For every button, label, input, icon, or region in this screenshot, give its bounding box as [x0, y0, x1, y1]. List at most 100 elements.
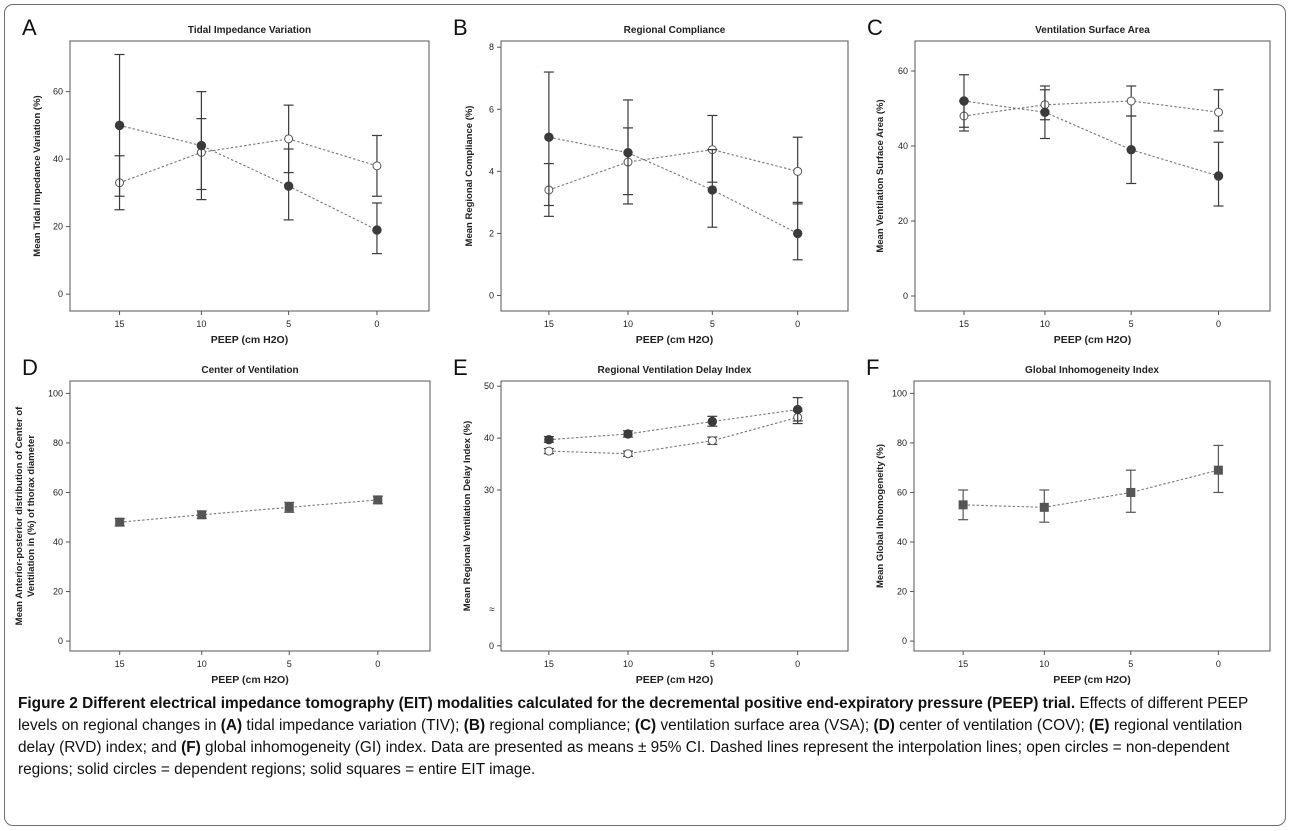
caption-text-1: Effects of different PEEP levels on regi…	[18, 695, 1248, 734]
data-point-filled-circle	[1213, 171, 1224, 181]
plot-area-a	[69, 40, 430, 312]
panel-letter-c: C	[867, 15, 883, 40]
data-point-filled-circle	[1126, 145, 1136, 155]
chart-panel-f: F Global Inhomogeneity Index0204060801001…	[866, 355, 1271, 686]
x-tick-label: 5	[1129, 319, 1134, 329]
plot-area-e	[500, 380, 849, 652]
data-point-filled-circle	[196, 140, 207, 151]
data-point-filled-square	[1126, 487, 1136, 497]
y-tick-label: 60	[898, 66, 908, 76]
interpolation-line	[548, 149, 798, 191]
y-tick-label: 60	[53, 87, 63, 97]
y-tick-label: 0	[489, 641, 494, 651]
x-tick-label: 10	[1039, 659, 1049, 669]
panel-letter-f: F	[866, 355, 879, 380]
series-f-filled-square	[958, 444, 1224, 523]
caption-label-d: (D)	[873, 717, 895, 734]
caption-label-e: (E)	[1089, 717, 1110, 734]
data-point-filled-circle	[623, 148, 633, 158]
x-tick-label: 15	[115, 319, 125, 329]
y-axis-label-b: Mean Regional Compliance (%)	[464, 106, 475, 247]
y-tick-label: 8	[489, 42, 494, 52]
y-axis-label-f: Mean Global Inhomogeneity (%)	[875, 444, 886, 588]
series-c-filled-circle	[958, 74, 1224, 207]
series-a-open-circle	[114, 104, 382, 211]
x-axis-label-d: PEEP (cm H2O)	[211, 674, 288, 686]
data-point-open-circle	[707, 436, 717, 446]
x-tick-label: 15	[544, 319, 554, 329]
interpolation-line	[548, 416, 798, 455]
caption-label-a: (A)	[220, 717, 243, 734]
y-tick-label: 40	[53, 154, 63, 164]
caption-label-f: (F)	[181, 739, 201, 756]
x-tick-label: 15	[958, 659, 968, 669]
data-point-filled-circle	[544, 132, 554, 142]
x-tick-label: 0	[795, 319, 800, 329]
data-point-open-circle	[793, 166, 803, 176]
y-axis-label-e: Mean Regional Ventilation Delay Index (%…	[462, 421, 473, 612]
y-tick-label: 0	[902, 636, 907, 646]
y-axis-label-c: Mean Ventilation Surface Area (%)	[875, 99, 886, 252]
chart-title-e: Regional Ventilation Delay Index	[598, 365, 752, 376]
x-axis-label-f: PEEP (cm H2O)	[1053, 674, 1130, 686]
y-tick-label: 0	[58, 289, 63, 299]
data-point-open-circle	[372, 161, 382, 171]
chart-title-c: Ventilation Surface Area	[1035, 25, 1150, 36]
chart-panel-e: E Regional Ventilation Delay Index0304050…	[453, 355, 849, 686]
data-point-filled-circle	[623, 429, 633, 439]
x-tick-label: 10	[197, 659, 207, 669]
x-tick-label: 0	[795, 659, 800, 669]
x-tick-label: 5	[710, 659, 715, 669]
x-tick-label: 0	[374, 319, 379, 329]
chart-title-f: Global Inhomogeneity Index	[1025, 365, 1159, 376]
x-tick-label: 15	[544, 659, 554, 669]
y-tick-label: 30	[484, 485, 494, 495]
caption-text-5: center of ventilation (COV);	[894, 717, 1090, 734]
panel-letter-a: A	[22, 15, 37, 40]
y-tick-label: 0	[903, 291, 908, 301]
chart-title-d: Center of Ventilation	[201, 365, 298, 376]
data-point-filled-square	[373, 495, 383, 505]
caption-text-3: regional compliance;	[485, 717, 635, 734]
series-a-filled-circle	[114, 53, 382, 255]
interpolation-line	[119, 138, 378, 184]
y-tick-label: 20	[53, 222, 63, 232]
plot-area-d	[69, 380, 431, 652]
y-tick-label: 0	[489, 290, 494, 300]
x-tick-label: 0	[1216, 319, 1221, 329]
chart-panel-c: C Ventilation Surface Area 0 20 40 60 15 10 5 0 PE…	[867, 15, 1271, 346]
x-axis-label-a: PEEP (cm H2O)	[211, 334, 288, 346]
x-tick-label: 15	[959, 319, 969, 329]
chart-title-b: Regional Compliance	[624, 25, 726, 36]
y-tick-label: 80	[897, 438, 907, 448]
data-point-filled-square	[284, 502, 294, 512]
y-tick-label: 20	[897, 587, 907, 597]
series-c-open-circle	[958, 85, 1224, 132]
series-e-open-circle	[543, 410, 803, 459]
y-axis-label-d: Mean Anterior-posterior distribution of …	[14, 406, 37, 626]
y-tick-label: 50	[484, 381, 494, 391]
interpolation-line	[963, 100, 1219, 177]
data-point-open-circle	[1126, 96, 1136, 106]
data-point-filled-square	[1213, 465, 1223, 475]
y-tick-label: 100	[48, 388, 63, 398]
x-tick-label: 5	[710, 319, 715, 329]
panel-letter-d: D	[22, 355, 38, 380]
y-tick-label: 40	[53, 537, 63, 547]
caption-label-b: (B)	[463, 717, 486, 734]
interpolation-line	[548, 136, 798, 234]
x-tick-label: 10	[623, 659, 633, 669]
data-point-filled-circle	[1040, 107, 1050, 117]
data-point-filled-square	[115, 517, 125, 527]
data-point-filled-circle	[114, 120, 125, 131]
data-point-filled-square	[958, 500, 968, 510]
y-tick-label: 100	[892, 388, 907, 398]
x-axis-label-b: PEEP (cm H2O)	[636, 334, 713, 346]
y-tick-label: 80	[53, 438, 63, 448]
figure-caption: Figure 2 Different electrical impedance …	[18, 693, 1280, 781]
x-tick-label: 0	[1216, 659, 1221, 669]
data-point-open-circle	[1214, 107, 1224, 117]
chart-panel-b: B Regional Compliance 0 2 4 6 8 15 10 5 0 PEEP (cm …	[453, 15, 849, 346]
y-axis-label-line: Ventilation in (%) of thorax diameter	[26, 435, 37, 597]
